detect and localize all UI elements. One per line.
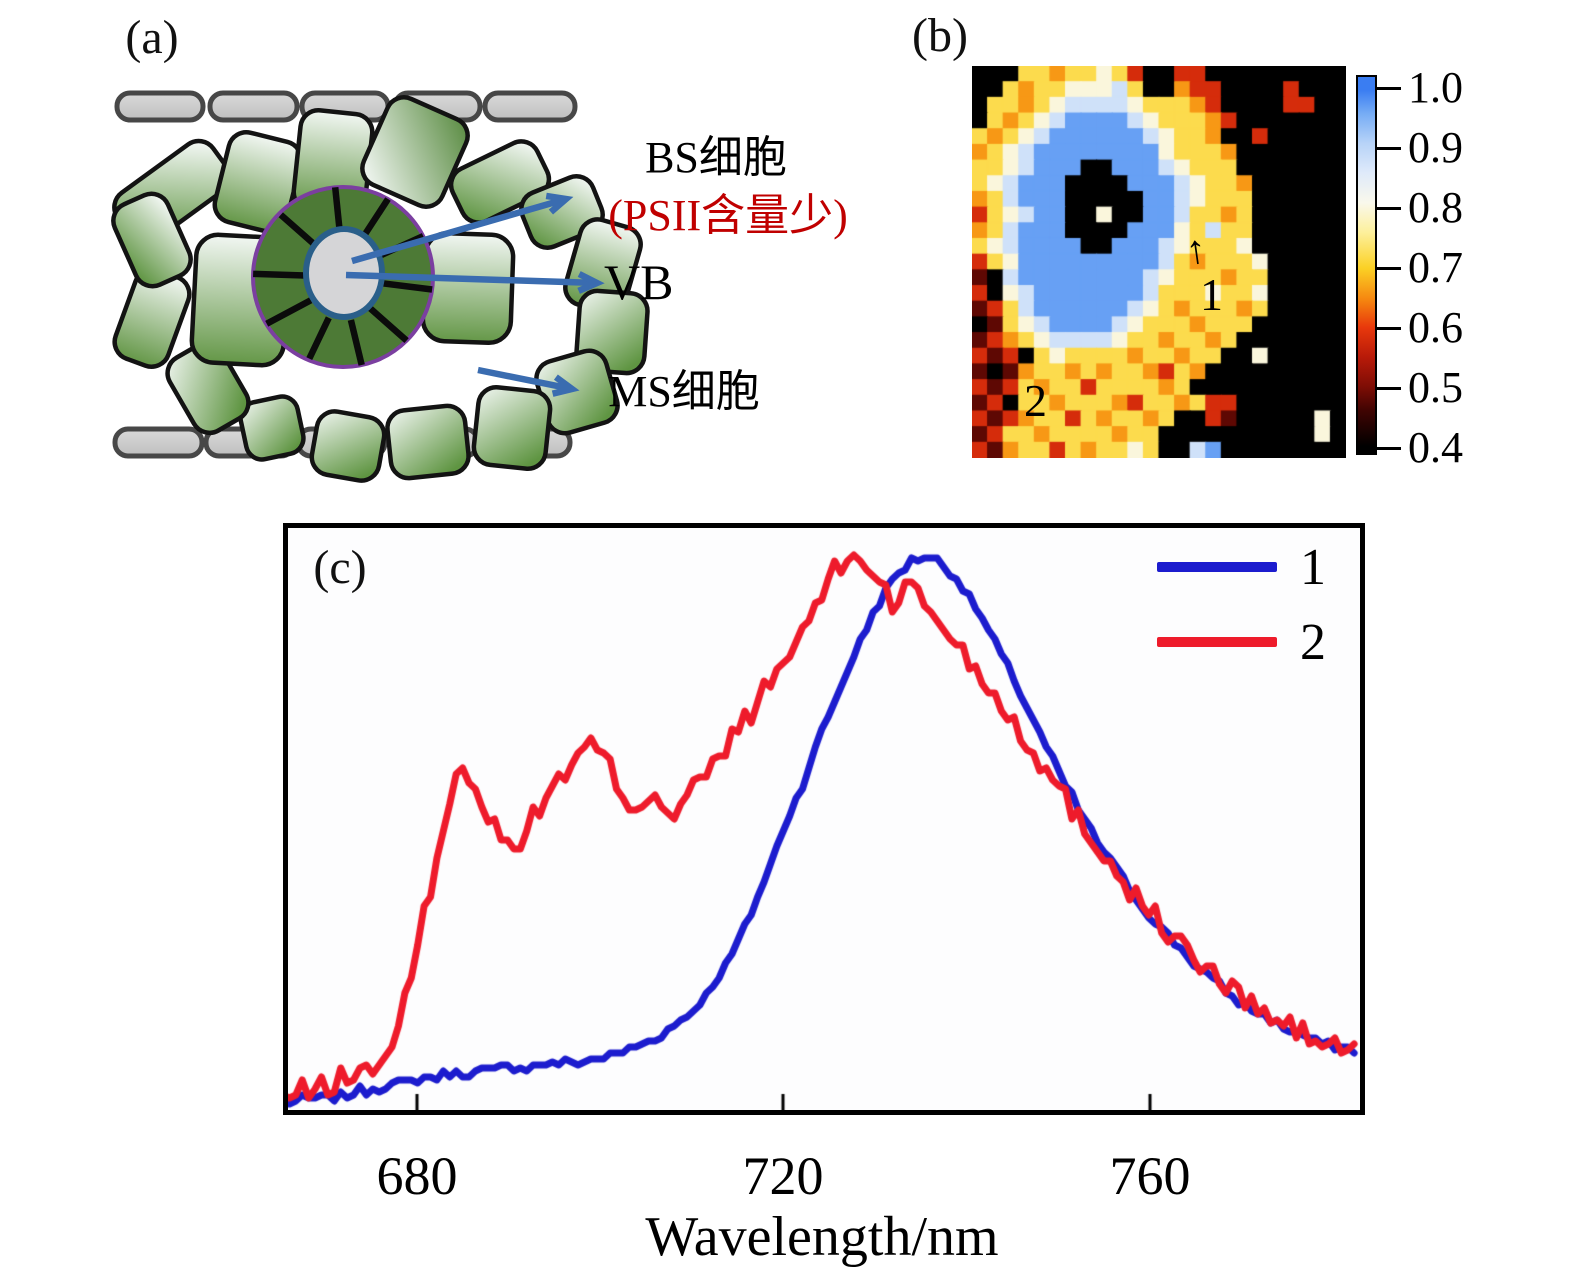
colorbar-label: 0.6	[1408, 303, 1463, 352]
xtick-720: 720	[742, 1146, 824, 1206]
ms-cell-label: MS细胞	[608, 367, 760, 416]
colorbar-tick	[1377, 327, 1401, 330]
ms-cell	[420, 231, 516, 345]
legend-label-2: 2	[1300, 614, 1326, 671]
colorbar-label: 0.8	[1408, 183, 1463, 232]
x-axis-title: Wavelength/nm	[645, 1206, 999, 1268]
panel-c-label: (c)	[313, 541, 367, 594]
mesophyll-cells	[111, 95, 650, 483]
ms-cell	[309, 409, 387, 483]
colorbar-label: 0.5	[1408, 363, 1463, 412]
spectra-plot	[288, 528, 1360, 1110]
colorbar-tick	[1377, 87, 1401, 90]
colorbar-label: 1.0	[1408, 63, 1463, 112]
heatmap-marker-2: 2	[1024, 375, 1047, 426]
epidermis-cell	[482, 90, 578, 123]
colorbar-tick	[1377, 267, 1401, 270]
bs-arrow-icon	[351, 192, 574, 265]
panel-a-label: (a)	[125, 11, 179, 64]
ms-cell	[385, 403, 471, 481]
colorbar-tick	[1377, 147, 1401, 150]
psii-note-label: (PSII含量少)	[608, 191, 848, 240]
ms-cell	[360, 95, 470, 209]
panel-b-label: (b)	[912, 9, 968, 62]
colorbar-label: 0.4	[1408, 423, 1463, 472]
vb-arrow-icon	[345, 271, 605, 294]
colorbar	[1356, 75, 1377, 455]
xtick-680: 680	[376, 1146, 458, 1206]
heatmap-image	[972, 66, 1346, 458]
xtick-760: 760	[1109, 1146, 1191, 1206]
ms-cell	[471, 384, 553, 472]
heatmap-marker-1: 1	[1200, 269, 1223, 320]
colorbar-tick	[1377, 207, 1401, 210]
vb-label: VB	[604, 254, 673, 310]
ms-cell	[238, 394, 306, 462]
colorbar-tick	[1377, 387, 1401, 390]
colorbar-tick	[1377, 447, 1401, 450]
colorbar-label: 0.9	[1408, 123, 1463, 172]
legend-line-2	[1157, 637, 1277, 647]
epidermis-cell	[207, 90, 300, 123]
epidermis-cell	[112, 426, 205, 459]
legend-line-1	[1157, 562, 1277, 572]
colorbar-label: 0.7	[1408, 243, 1463, 292]
ms-arrow-icon	[477, 366, 580, 397]
epidermis-cell	[114, 90, 206, 123]
ms-cell	[111, 191, 193, 289]
legend-label-1: 1	[1300, 539, 1326, 596]
leaf-anatomy-diagram: BS细胞 (PSII含量少) VB MS细胞	[111, 90, 848, 483]
bs-cell-label: BS细胞	[645, 133, 787, 182]
callout-arrows	[345, 192, 605, 397]
